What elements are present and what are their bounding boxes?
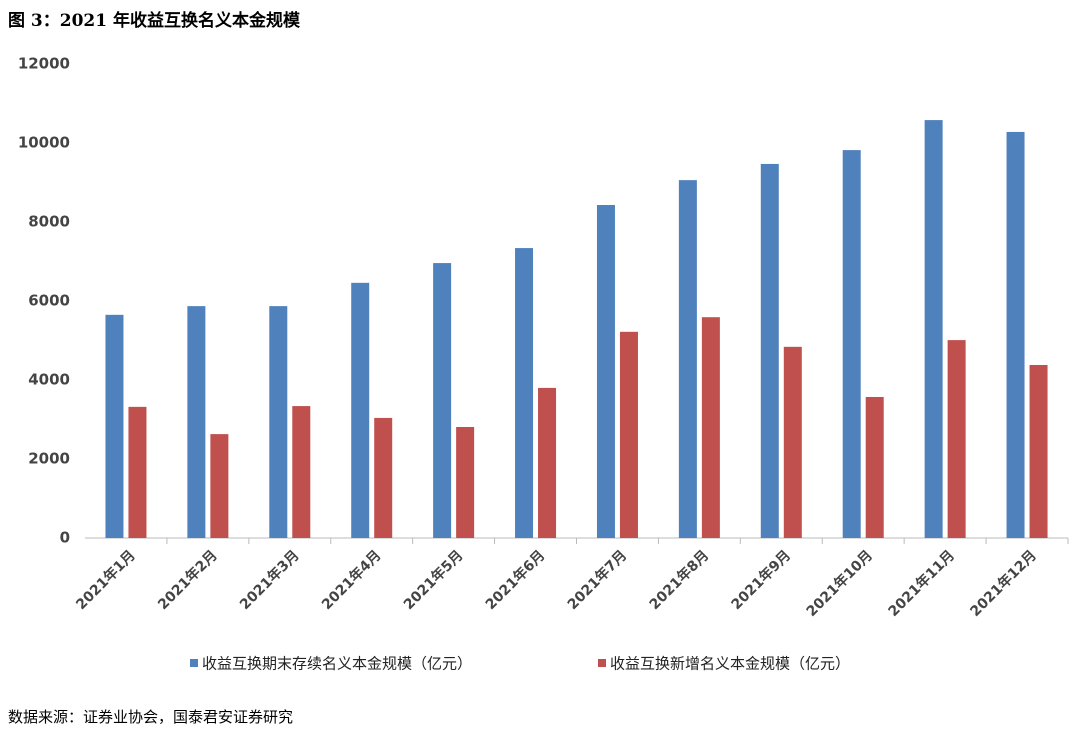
y-tick-label: 6000	[28, 292, 70, 310]
x-tick-label: 2021年11月	[885, 547, 958, 620]
bar	[105, 314, 124, 538]
y-tick-label: 8000	[28, 213, 70, 231]
bar	[760, 163, 779, 538]
x-tick-label: 2021年1月	[73, 547, 139, 613]
bar	[456, 427, 475, 538]
x-tick-label: 2021年10月	[803, 547, 876, 620]
x-tick-label: 2021年2月	[154, 547, 220, 613]
y-tick-label: 10000	[18, 134, 70, 152]
bar	[1029, 364, 1048, 538]
bar	[596, 205, 615, 538]
bar	[783, 346, 802, 538]
bar	[947, 340, 966, 538]
bar	[433, 263, 452, 538]
bar	[210, 434, 229, 538]
bar	[187, 306, 206, 538]
legend-swatch	[190, 659, 198, 667]
bar	[678, 180, 697, 538]
legend-swatch	[598, 659, 606, 667]
x-tick-label: 2021年9月	[728, 547, 794, 613]
bar	[128, 406, 147, 538]
x-tick-label: 2021年7月	[564, 547, 630, 613]
source-note: 数据来源：证券业协会，国泰君安证券研究	[8, 708, 293, 726]
chart-title: 图 3：2021 年收益互换名义本金规模	[8, 10, 301, 31]
bar	[865, 396, 884, 538]
bar	[1006, 131, 1025, 538]
x-tick-label: 2021年8月	[646, 547, 712, 613]
y-tick-label: 2000	[28, 450, 70, 468]
bar	[619, 331, 638, 538]
bar	[538, 387, 557, 538]
legend-label: 收益互换期末存续名义本金规模（亿元）	[202, 655, 472, 673]
x-tick-label: 2021年12月	[967, 547, 1040, 620]
y-tick-label: 0	[60, 529, 70, 547]
bar	[842, 150, 861, 539]
y-tick-label: 12000	[18, 55, 70, 73]
bar	[701, 317, 720, 538]
x-tick-label: 2021年3月	[236, 547, 302, 613]
bar	[924, 120, 943, 538]
x-tick-label: 2021年5月	[400, 547, 466, 613]
bar	[374, 417, 393, 538]
bar	[515, 248, 534, 538]
legend-label: 收益互换新增名义本金规模（亿元）	[610, 655, 850, 673]
x-tick-label: 2021年4月	[318, 547, 384, 613]
bar	[269, 306, 288, 538]
bar	[292, 406, 311, 538]
y-tick-label: 4000	[28, 371, 70, 389]
x-tick-label: 2021年6月	[482, 547, 548, 613]
bar	[351, 282, 370, 538]
